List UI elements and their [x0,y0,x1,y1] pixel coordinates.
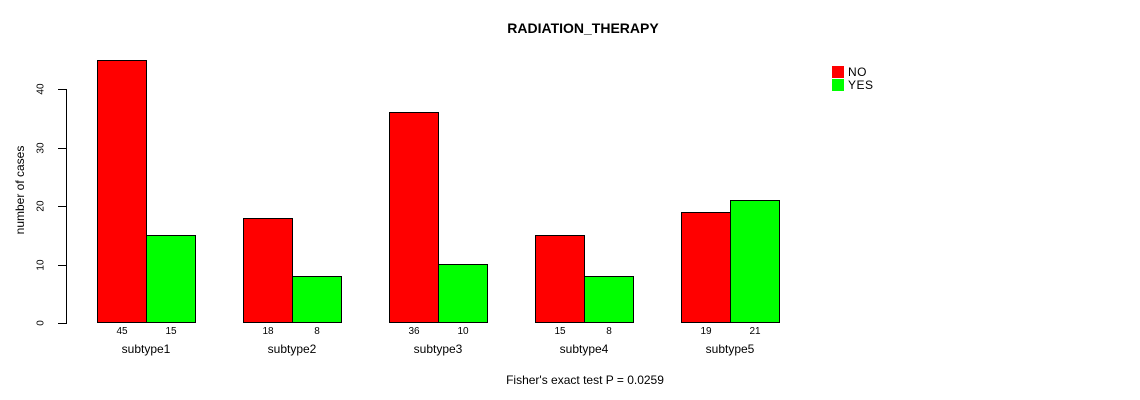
y-tick [58,206,66,207]
legend-swatch-yes [832,79,844,91]
bar-value-label: 18 [262,326,274,337]
category-label-subtype4: subtype4 [559,342,609,356]
y-tick [58,323,66,324]
y-tick-label: 20 [35,200,47,212]
fisher-test-caption: Fisher's exact test P = 0.0259 [506,373,664,387]
legend-swatch-no [832,66,844,78]
y-tick [58,265,66,266]
y-tick-label: 0 [35,320,47,326]
bar-no-subtype5 [681,212,731,323]
bar-value-label: 10 [457,326,469,337]
bar-value-label: 21 [749,326,761,337]
legend-label: YES [848,78,874,92]
y-tick-label: 30 [35,142,47,154]
y-tick [58,89,66,90]
bar-no-subtype3 [389,112,439,323]
bar-yes-subtype1 [146,235,196,323]
bar-value-label: 15 [165,326,177,337]
bar-value-label: 15 [554,326,566,337]
bar-yes-subtype3 [438,264,488,323]
y-tick [58,148,66,149]
category-label-subtype1: subtype1 [121,342,171,356]
bar-no-subtype2 [243,218,293,323]
category-label-subtype3: subtype3 [413,342,463,356]
legend-item-no: NO [832,66,874,78]
category-label-subtype5: subtype5 [705,342,755,356]
y-axis-label: number of cases [13,145,27,235]
legend-item-yes: YES [832,79,874,91]
bar-value-label: 19 [700,326,712,337]
bar-no-subtype1 [97,60,147,323]
bar-yes-subtype4 [584,276,634,323]
bar-value-label: 36 [408,326,420,337]
legend-label: NO [848,65,867,79]
y-tick-label: 10 [35,259,47,271]
bar-value-label: 8 [606,326,612,337]
bar-value-label: 8 [314,326,320,337]
bar-yes-subtype5 [730,200,780,323]
bar-no-subtype4 [535,235,585,323]
bar-yes-subtype2 [292,276,342,323]
category-label-subtype2: subtype2 [267,342,317,356]
y-axis-line [66,89,67,324]
bar-value-label: 45 [116,326,128,337]
chart-title: RADIATION_THERAPY [507,20,659,36]
y-tick-label: 40 [35,83,47,95]
legend: NO YES [832,66,874,91]
